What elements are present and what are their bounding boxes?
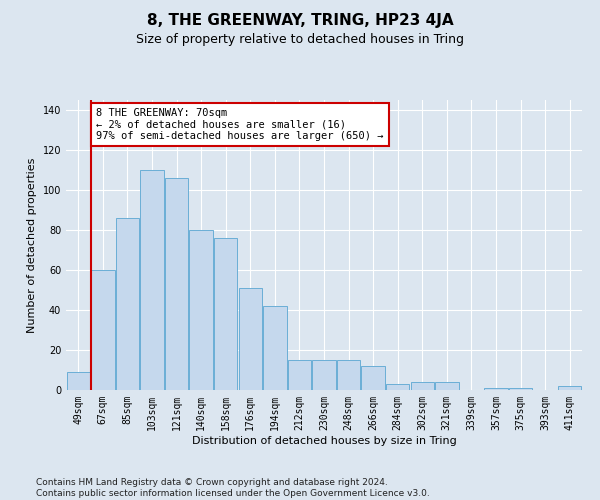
Y-axis label: Number of detached properties: Number of detached properties: [27, 158, 37, 332]
Bar: [239, 288, 262, 390]
Bar: [435, 382, 458, 390]
Text: Size of property relative to detached houses in Tring: Size of property relative to detached ho…: [136, 32, 464, 46]
Bar: [263, 306, 287, 390]
Text: Contains HM Land Registry data © Crown copyright and database right 2024.
Contai: Contains HM Land Registry data © Crown c…: [36, 478, 430, 498]
Bar: [91, 270, 115, 390]
Bar: [165, 178, 188, 390]
Bar: [140, 170, 164, 390]
Text: 8 THE GREENWAY: 70sqm
← 2% of detached houses are smaller (16)
97% of semi-detac: 8 THE GREENWAY: 70sqm ← 2% of detached h…: [96, 108, 383, 141]
Text: 8, THE GREENWAY, TRING, HP23 4JA: 8, THE GREENWAY, TRING, HP23 4JA: [146, 12, 454, 28]
Bar: [337, 360, 360, 390]
Bar: [386, 384, 409, 390]
Bar: [214, 238, 238, 390]
Bar: [361, 366, 385, 390]
Bar: [190, 230, 213, 390]
Bar: [313, 360, 335, 390]
Bar: [410, 382, 434, 390]
Bar: [509, 388, 532, 390]
Bar: [116, 218, 139, 390]
X-axis label: Distribution of detached houses by size in Tring: Distribution of detached houses by size …: [191, 436, 457, 446]
Bar: [67, 372, 90, 390]
Bar: [288, 360, 311, 390]
Bar: [484, 388, 508, 390]
Bar: [558, 386, 581, 390]
